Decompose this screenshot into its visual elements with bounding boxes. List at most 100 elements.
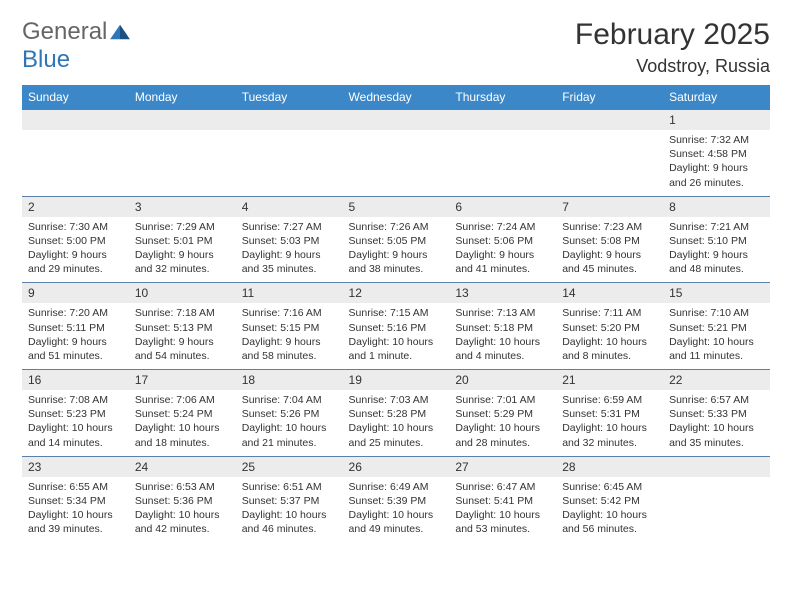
sunset-line: Sunset: 5:33 PM	[669, 407, 764, 421]
day-number: 26	[343, 457, 450, 477]
daylight-line: Daylight: 10 hours and 32 minutes.	[562, 421, 657, 449]
daylight-line: Daylight: 10 hours and 39 minutes.	[28, 508, 123, 536]
day-number: 5	[343, 197, 450, 217]
day-cell: 20Sunrise: 7:01 AMSunset: 5:29 PMDayligh…	[449, 370, 556, 457]
sunrise-line: Sunrise: 7:18 AM	[135, 306, 230, 320]
day-number: 24	[129, 457, 236, 477]
day-cell: 21 Sunrise: 6:59 AMSunset: 5:31 PMDayligh…	[556, 370, 663, 457]
day-cell: 27Sunrise: 6:47 AMSunset: 5:41 PMDayligh…	[449, 456, 556, 542]
daylight-line: Daylight: 10 hours and 18 minutes.	[135, 421, 230, 449]
day-cell: 12Sunrise: 7:15 AMSunset: 5:16 PMDayligh…	[343, 283, 450, 370]
day-number: 14	[556, 283, 663, 303]
day-number: 13	[449, 283, 556, 303]
day-cell	[663, 456, 770, 542]
daylight-line: Daylight: 10 hours and 8 minutes.	[562, 335, 657, 363]
daylight-line: Daylight: 9 hours and 54 minutes.	[135, 335, 230, 363]
sunrise-line: Sunrise: 7:21 AM	[669, 220, 764, 234]
day-cell: 14Sunrise: 7:11 AMSunset: 5:20 PMDayligh…	[556, 283, 663, 370]
sunset-line: Sunset: 5:01 PM	[135, 234, 230, 248]
location-label: Vodstroy, Russia	[575, 56, 770, 77]
daylight-line: Daylight: 10 hours and 11 minutes.	[669, 335, 764, 363]
sunrise-line: Sunrise: 7:10 AM	[669, 306, 764, 320]
day-cell: 22Sunrise: 6:57 AMSunset: 5:33 PMDayligh…	[663, 370, 770, 457]
sunrise-line: Sunrise: 7:16 AM	[242, 306, 337, 320]
sunset-line: Sunset: 5:03 PM	[242, 234, 337, 248]
sunset-line: Sunset: 5:28 PM	[349, 407, 444, 421]
sunrise-line: Sunrise: 7:11 AM	[562, 306, 657, 320]
day-header: Friday	[556, 85, 663, 110]
daylight-line: Daylight: 9 hours and 26 minutes.	[669, 161, 764, 189]
sunset-line: Sunset: 5:15 PM	[242, 321, 337, 335]
brand-line2: Blue	[22, 46, 70, 74]
day-cell	[343, 110, 450, 197]
day-body: Sunrise: 6:53 AMSunset: 5:36 PMDaylight:…	[129, 477, 236, 543]
day-cell: 5Sunrise: 7:26 AMSunset: 5:05 PMDaylight…	[343, 196, 450, 283]
day-number: 28	[556, 457, 663, 477]
sunset-line: Sunset: 5:31 PM	[562, 407, 657, 421]
week-row: 1Sunrise: 7:32 AMSunset: 4:58 PMDaylight…	[22, 110, 770, 197]
day-cell: 2Sunrise: 7:30 AMSunset: 5:00 PMDaylight…	[22, 196, 129, 283]
sunrise-line: Sunrise: 7:13 AM	[455, 306, 550, 320]
day-cell: 23Sunrise: 6:55 AMSunset: 5:34 PMDayligh…	[22, 456, 129, 542]
sunset-line: Sunset: 5:05 PM	[349, 234, 444, 248]
day-header: Thursday	[449, 85, 556, 110]
day-number: 8	[663, 197, 770, 217]
day-body: Sunrise: 6:49 AMSunset: 5:39 PMDaylight:…	[343, 477, 450, 543]
sunrise-line: Sunrise: 6:59 AM	[562, 393, 657, 407]
sunset-line: Sunset: 5:08 PM	[562, 234, 657, 248]
daylight-line: Daylight: 10 hours and 49 minutes.	[349, 508, 444, 536]
day-number: 2	[22, 197, 129, 217]
sunrise-line: Sunrise: 7:32 AM	[669, 133, 764, 147]
day-cell	[556, 110, 663, 197]
sunrise-line: Sunrise: 6:45 AM	[562, 480, 657, 494]
day-body: Sunrise: 7:20 AMSunset: 5:11 PMDaylight:…	[22, 303, 129, 369]
day-body: Sunrise: 7:04 AMSunset: 5:26 PMDaylight:…	[236, 390, 343, 456]
daylight-line: Daylight: 10 hours and 46 minutes.	[242, 508, 337, 536]
sunrise-line: Sunrise: 6:55 AM	[28, 480, 123, 494]
sunrise-line: Sunrise: 7:04 AM	[242, 393, 337, 407]
day-cell: 24Sunrise: 6:53 AMSunset: 5:36 PMDayligh…	[129, 456, 236, 542]
day-cell: 9Sunrise: 7:20 AMSunset: 5:11 PMDaylight…	[22, 283, 129, 370]
day-body: Sunrise: 7:26 AMSunset: 5:05 PMDaylight:…	[343, 217, 450, 283]
sunrise-line: Sunrise: 7:30 AM	[28, 220, 123, 234]
daylight-line: Daylight: 10 hours and 56 minutes.	[562, 508, 657, 536]
day-number: 11	[236, 283, 343, 303]
daylight-line: Daylight: 9 hours and 29 minutes.	[28, 248, 123, 276]
sunrise-line: Sunrise: 7:15 AM	[349, 306, 444, 320]
day-body: Sunrise: 7:03 AMSunset: 5:28 PMDaylight:…	[343, 390, 450, 456]
daylight-line: Daylight: 10 hours and 35 minutes.	[669, 421, 764, 449]
day-cell: 8Sunrise: 7:21 AMSunset: 5:10 PMDaylight…	[663, 196, 770, 283]
daylight-line: Daylight: 9 hours and 32 minutes.	[135, 248, 230, 276]
sunrise-line: Sunrise: 7:29 AM	[135, 220, 230, 234]
daylight-line: Daylight: 10 hours and 4 minutes.	[455, 335, 550, 363]
day-number: 3	[129, 197, 236, 217]
sunset-line: Sunset: 5:29 PM	[455, 407, 550, 421]
sunrise-line: Sunrise: 7:08 AM	[28, 393, 123, 407]
day-body: Sunrise: 7:11 AMSunset: 5:20 PMDaylight:…	[556, 303, 663, 369]
sunset-line: Sunset: 5:16 PM	[349, 321, 444, 335]
day-number: 22	[663, 370, 770, 390]
title-block: February 2025 Vodstroy, Russia	[575, 18, 770, 77]
day-number: 21	[556, 370, 663, 390]
day-cell: 4Sunrise: 7:27 AMSunset: 5:03 PMDaylight…	[236, 196, 343, 283]
day-cell: 15Sunrise: 7:10 AMSunset: 5:21 PMDayligh…	[663, 283, 770, 370]
day-body: Sunrise: 6:55 AMSunset: 5:34 PMDaylight:…	[22, 477, 129, 543]
day-number: 27	[449, 457, 556, 477]
day-number: 18	[236, 370, 343, 390]
daylight-line: Daylight: 9 hours and 38 minutes.	[349, 248, 444, 276]
day-body: Sunrise: 7:13 AMSunset: 5:18 PMDaylight:…	[449, 303, 556, 369]
daylight-line: Daylight: 10 hours and 14 minutes.	[28, 421, 123, 449]
sunrise-line: Sunrise: 7:06 AM	[135, 393, 230, 407]
day-number: 20	[449, 370, 556, 390]
brand-logo: General	[22, 18, 133, 46]
header: General February 2025 Vodstroy, Russia	[22, 18, 770, 77]
sunset-line: Sunset: 5:23 PM	[28, 407, 123, 421]
day-cell: 1Sunrise: 7:32 AMSunset: 4:58 PMDaylight…	[663, 110, 770, 197]
day-number: 7	[556, 197, 663, 217]
day-number: 1	[663, 110, 770, 130]
sunrise-line: Sunrise: 6:47 AM	[455, 480, 550, 494]
day-cell: 11Sunrise: 7:16 AMSunset: 5:15 PMDayligh…	[236, 283, 343, 370]
day-header: Tuesday	[236, 85, 343, 110]
day-number: 10	[129, 283, 236, 303]
day-body: Sunrise: 6:45 AMSunset: 5:42 PMDaylight:…	[556, 477, 663, 543]
